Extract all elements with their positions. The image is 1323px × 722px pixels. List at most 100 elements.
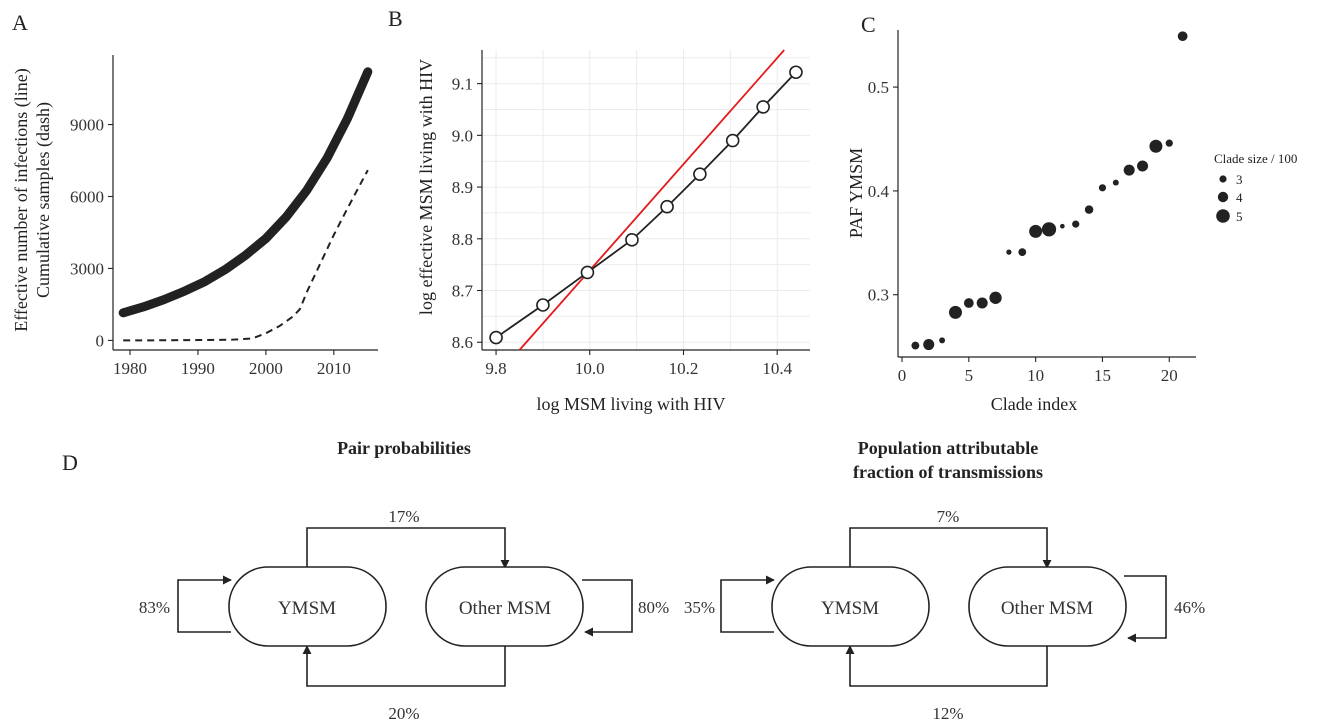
panel-c-x-tick-label: 20 [1161, 366, 1178, 385]
diagram-population-attributable-fraction: Population attributable fraction of tran… [684, 438, 1205, 722]
panel-c-data-point [976, 297, 988, 309]
edge-self-left-label: 35% [684, 598, 715, 617]
panel-b: log effective MSM living with HIV log MS… [416, 49, 810, 414]
node-ymsm-label: YMSM [278, 598, 336, 619]
panel-c-data-point [1112, 179, 1119, 186]
panel-label-d: D [62, 450, 78, 475]
panel-b-ylabel: log effective MSM living with HIV [416, 59, 436, 315]
panel-c-y-tick-label: 0.5 [868, 78, 889, 97]
bottom-edge [845, 645, 1048, 687]
panel-c-data-point [1072, 220, 1080, 228]
panel-c-data-point [1165, 139, 1173, 147]
panel-c-legend-key [1216, 209, 1230, 223]
edge-top-label: 17% [388, 507, 419, 526]
node-other-msm [968, 566, 1127, 647]
panel-b-data-point [725, 133, 740, 148]
panel-c-x-tick-label: 10 [1027, 366, 1044, 385]
panel-a-ylabel-line1: Effective number of infections (line) [11, 68, 32, 332]
panel-b-xlabel: log MSM living with HIV [536, 394, 725, 414]
self-loop-left-edge [720, 575, 775, 633]
panel-label-b: B [388, 6, 403, 31]
panel-c-data-point [1029, 224, 1043, 238]
panel-b-data-point [756, 100, 770, 114]
panel-a-x-tick-label: 2010 [317, 359, 351, 378]
panel-b-y-tick-label: 8.9 [452, 178, 473, 197]
panel-c-data-point [939, 337, 946, 344]
panel-c-data-point [1177, 31, 1188, 42]
panel-b-y-tick-label: 9.1 [452, 75, 473, 94]
panel-c-legend-label: 3 [1236, 172, 1243, 187]
panel-a-y-tick-label: 0 [96, 331, 105, 350]
panel-b-x-tick-label: 10.2 [669, 359, 699, 378]
panel-c-legend-key [1217, 191, 1229, 203]
panel-c-data-point [1018, 248, 1027, 257]
panel-c-data-point [1098, 184, 1107, 192]
panel-c: PAF YMSM Clade index Clade size / 100 0 5… [846, 30, 1297, 414]
panel-c-legend-title: Clade size / 100 [1214, 151, 1297, 166]
panel-b-data-point [625, 233, 639, 247]
panel-c-data-point [948, 305, 962, 319]
top-edge [849, 527, 1052, 569]
panel-label-c: C [861, 12, 876, 37]
node-ymsm [228, 566, 387, 647]
panel-c-data-point [1084, 205, 1094, 214]
diagram-1-title-line-1: Population attributable [858, 438, 1039, 458]
panel-c-legend-label: 4 [1236, 190, 1243, 205]
panel-a-x-tick-label: 1980 [113, 359, 147, 378]
panel-c-data-point [1041, 222, 1057, 237]
node-other-msm [425, 566, 584, 647]
self-loop-right-edge [1124, 575, 1167, 643]
panel-a-effective-infections-line [118, 67, 373, 318]
panel-c-data-point [1137, 160, 1149, 172]
panel-c-data-point [963, 298, 974, 308]
diagram-0-title-line-1: Pair probabilities [337, 438, 471, 458]
panel-c-data-point [1123, 164, 1135, 176]
diagram-pair-probabilities: Pair probabilities YMSM Other MSM 83% 17… [139, 438, 669, 722]
edge-self-left-label: 83% [139, 598, 170, 617]
diagram-1-title-line-2: fraction of transmissions [853, 462, 1043, 482]
panel-b-data-point [789, 65, 803, 80]
panel-c-data-point [989, 291, 1002, 304]
panel-b-y-tick-label: 8.6 [452, 333, 473, 352]
panel-c-y-tick-label: 0.3 [868, 286, 889, 305]
node-other-msm-label: Other MSM [1001, 598, 1093, 619]
panel-b-plot-background [482, 50, 810, 350]
panel-b-data-point [536, 298, 550, 312]
edge-bottom-label: 20% [388, 704, 419, 722]
panel-b-data-point [580, 265, 595, 280]
panel-b-reference-line [518, 49, 785, 351]
self-loop-right-edge [582, 579, 633, 637]
panel-a-y-tick-label: 3000 [70, 259, 104, 278]
node-other-msm-label: Other MSM [459, 598, 551, 619]
self-loop-left-edge [177, 575, 232, 633]
panel-a-x-tick-label: 2000 [249, 359, 283, 378]
panel-b-x-tick-label: 9.8 [485, 359, 506, 378]
panel-b-y-tick-label: 8.8 [452, 230, 473, 249]
edge-self-right-label: 80% [638, 598, 669, 617]
panel-a: Effective number of infections (line) Cu… [11, 55, 378, 378]
panel-c-legend-key [1219, 175, 1227, 183]
panel-b-x-tick-label: 10.0 [575, 359, 605, 378]
node-ymsm [771, 566, 930, 647]
top-edge [306, 527, 510, 569]
panel-c-x-tick-label: 0 [898, 366, 907, 385]
panel-c-data-point [1060, 223, 1065, 229]
edge-top-label: 7% [937, 507, 960, 526]
panel-c-legend-label: 5 [1236, 209, 1243, 224]
panel-b-data-point [660, 199, 674, 214]
panel-b-y-tick-label: 9.0 [452, 126, 473, 145]
panel-c-x-tick-label: 5 [965, 366, 974, 385]
panel-c-data-point [1006, 249, 1012, 255]
panel-a-x-tick-label: 1990 [181, 359, 215, 378]
panel-c-data-point [911, 341, 920, 350]
panel-c-data-point [923, 339, 935, 351]
panel-a-y-tick-label: 6000 [70, 188, 104, 207]
panel-c-ylabel: PAF YMSM [846, 148, 866, 238]
panel-b-data-point [693, 167, 707, 181]
panel-label-a: A [12, 10, 28, 35]
panel-a-y-tick-label: 9000 [70, 116, 104, 135]
panel-a-ylabel-line2: Cumulative samples (dash) [33, 102, 54, 298]
panel-c-data-point [1149, 139, 1163, 153]
panel-b-data-point [489, 330, 503, 345]
